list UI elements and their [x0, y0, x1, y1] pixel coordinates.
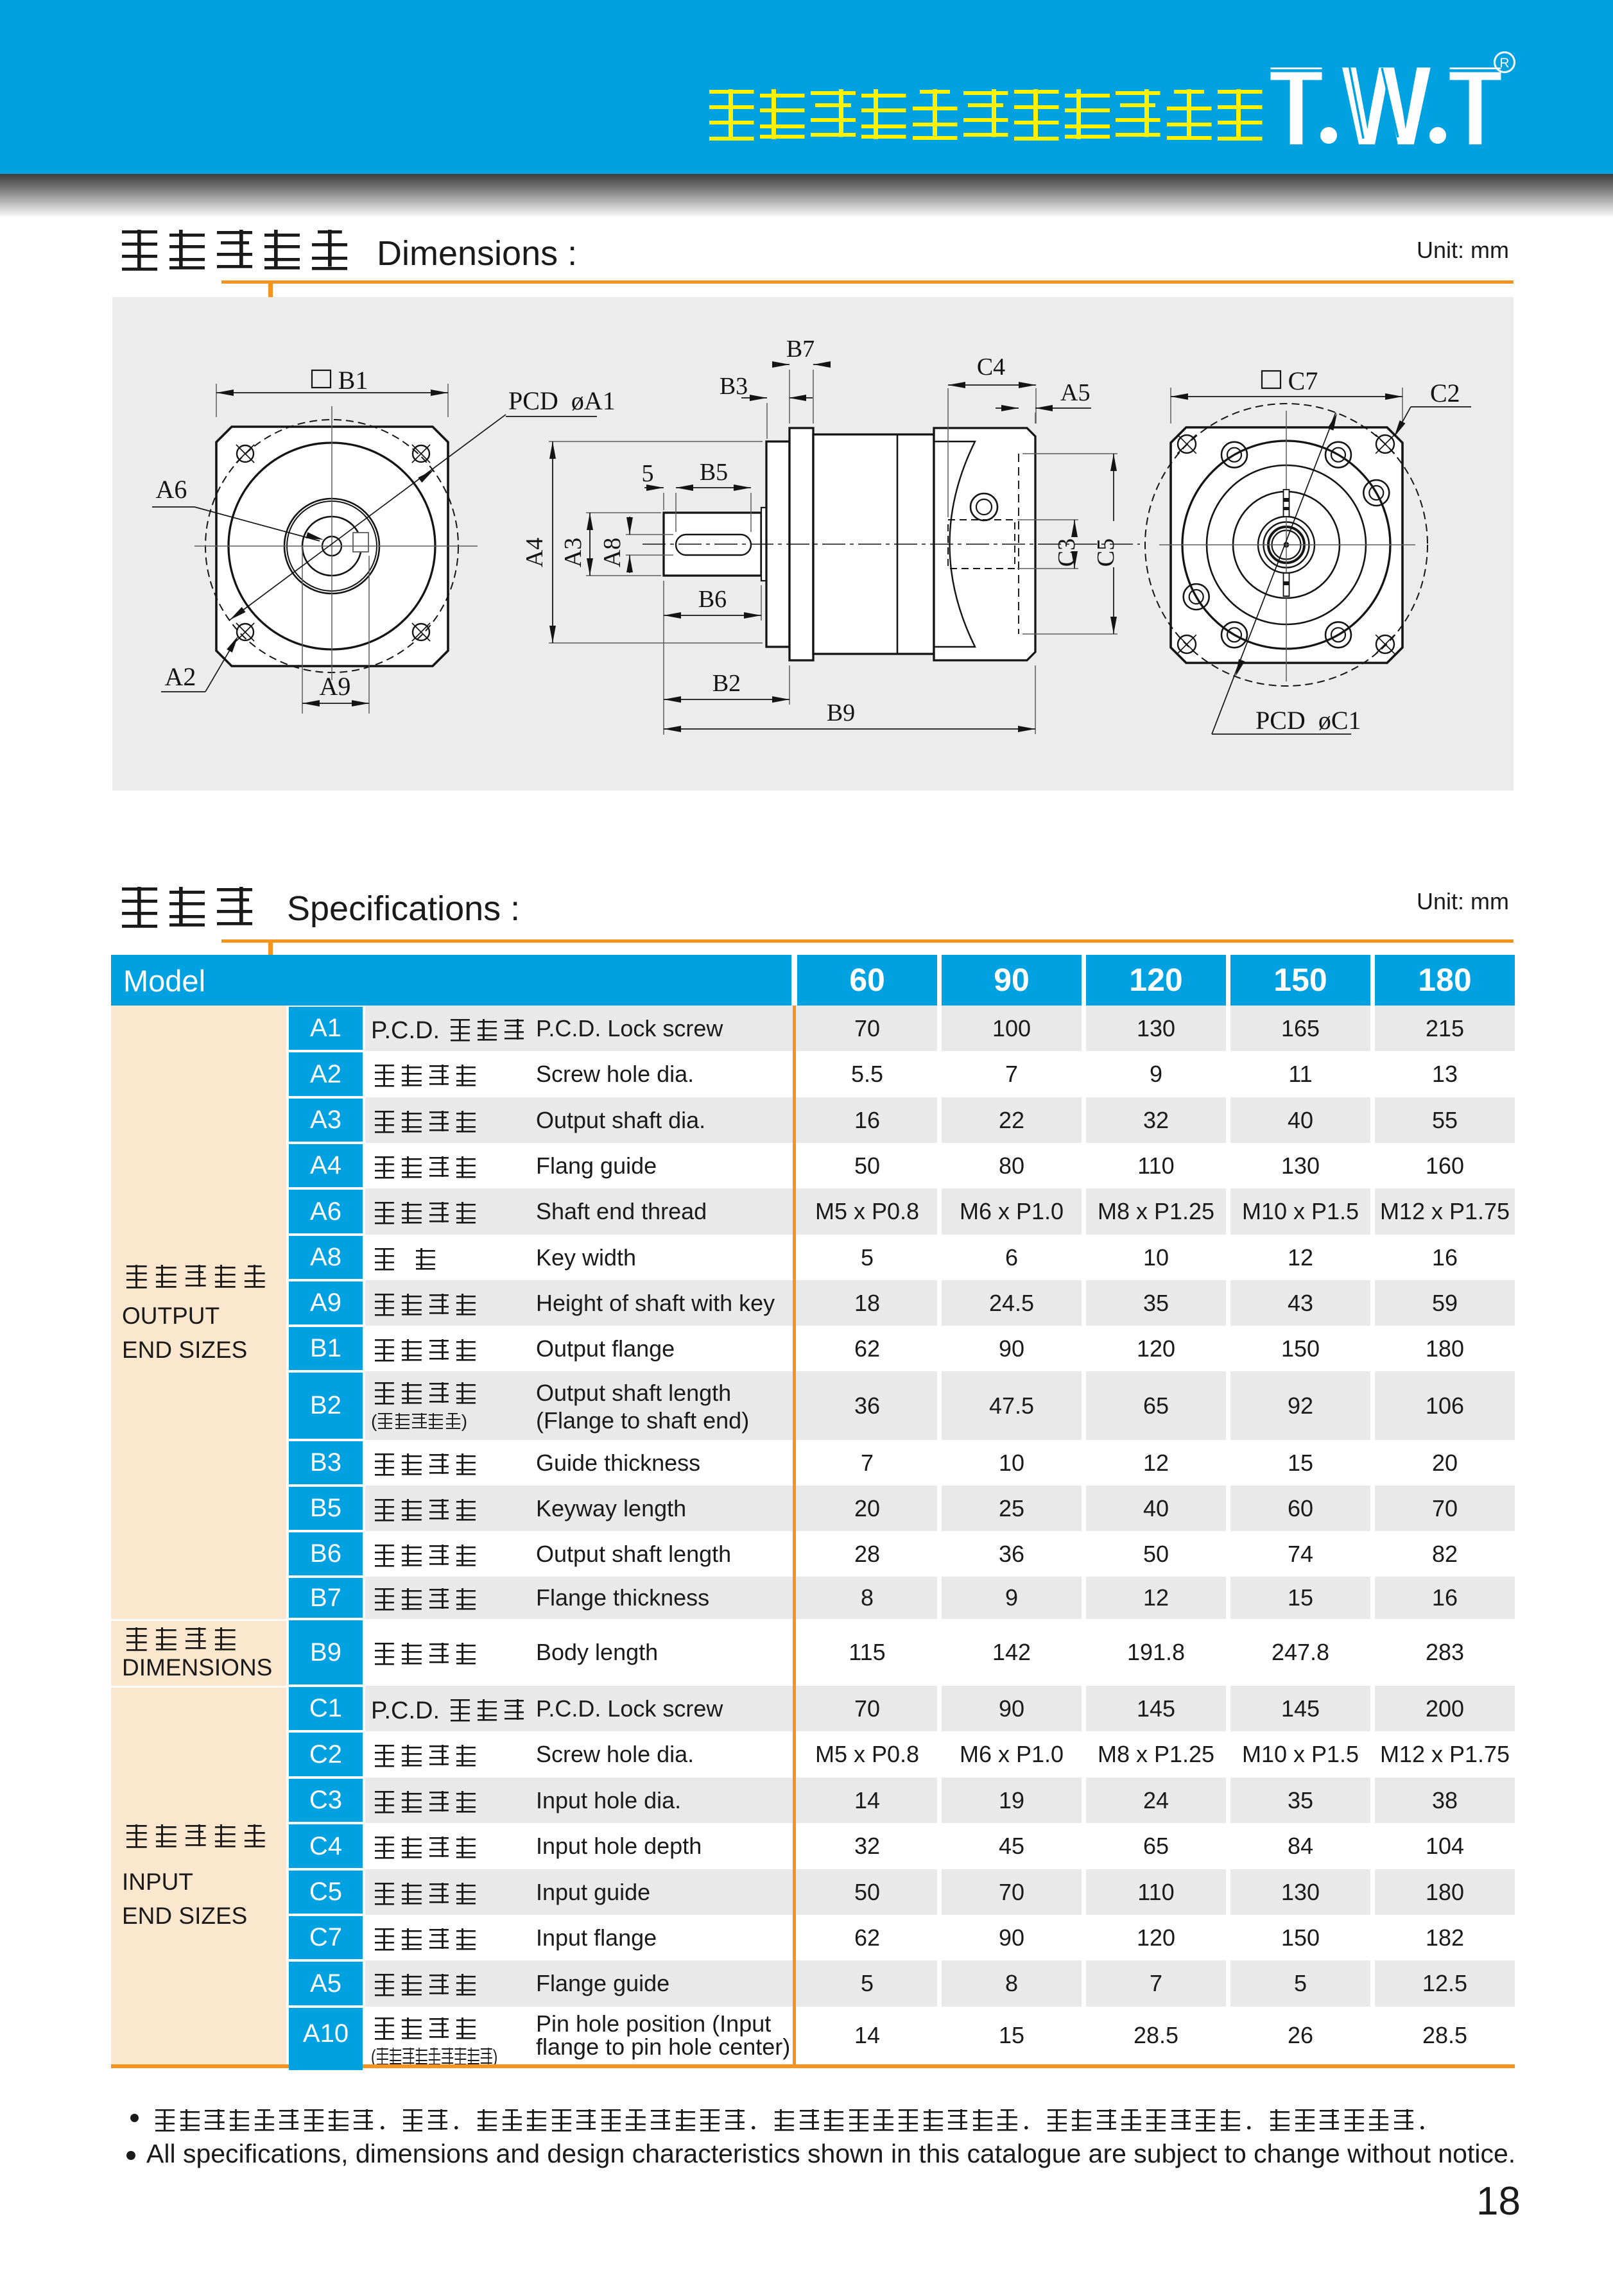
- svg-text:A5: A5: [1060, 379, 1090, 406]
- svg-text:B6: B6: [698, 586, 727, 613]
- svg-text:C2: C2: [1430, 379, 1460, 407]
- svg-text:B3: B3: [720, 373, 748, 400]
- svg-text:C4: C4: [977, 354, 1005, 381]
- svg-text:PCD øC1: PCD øC1: [1255, 706, 1361, 735]
- svg-text:B1: B1: [338, 366, 368, 395]
- svg-text:B9: B9: [827, 699, 855, 726]
- svg-text:A6: A6: [156, 475, 187, 504]
- svg-text:A2: A2: [165, 662, 196, 691]
- svg-text:5: 5: [642, 460, 654, 487]
- svg-text:W: W: [1342, 48, 1431, 151]
- svg-text:B5: B5: [700, 459, 728, 486]
- svg-text:T: T: [1270, 48, 1323, 151]
- svg-text:A8: A8: [599, 538, 626, 567]
- svg-text:B2: B2: [712, 670, 741, 697]
- svg-text:A3: A3: [560, 538, 587, 567]
- svg-text:R: R: [1499, 56, 1509, 71]
- svg-text:B7: B7: [786, 336, 815, 363]
- svg-text:PCD øA1: PCD øA1: [508, 386, 616, 415]
- svg-text:A9: A9: [320, 672, 351, 701]
- svg-text:C5: C5: [1092, 538, 1119, 567]
- svg-text:T: T: [1449, 48, 1502, 151]
- svg-text:A4: A4: [521, 538, 548, 567]
- svg-text:C3: C3: [1053, 538, 1080, 567]
- svg-text:C7: C7: [1288, 366, 1318, 395]
